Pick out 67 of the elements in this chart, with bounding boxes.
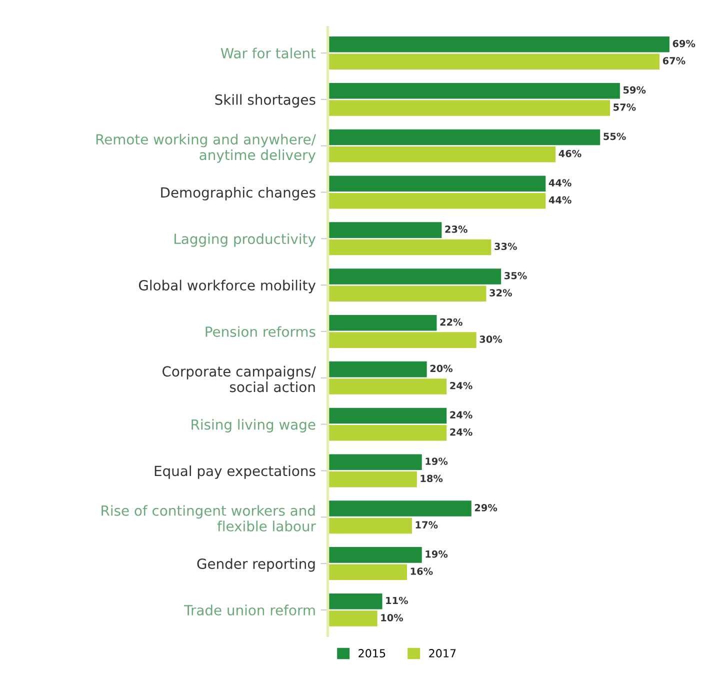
bar	[328, 361, 427, 378]
y-tick-label: Rising living wage	[192, 419, 316, 432]
data-label: 32%	[490, 289, 512, 296]
bar	[328, 129, 600, 146]
y-tick-label: Pension reforms	[206, 326, 316, 337]
data-label: 57%	[614, 103, 636, 111]
bar	[328, 408, 447, 424]
data-label: 69%	[672, 40, 696, 48]
bar	[328, 82, 620, 99]
y-tick-label: Demographic changes	[161, 186, 316, 200]
data-label: 11%	[386, 596, 408, 604]
data-label: 20%	[430, 364, 453, 372]
legend-label: 2017	[429, 649, 456, 658]
bar	[328, 176, 546, 192]
y-tick-label: Corporate campaigns/ social action	[162, 366, 316, 392]
y-tick-label: Rise of contingent workers and flexible labour	[102, 505, 316, 532]
data-label: 24%	[450, 382, 472, 390]
y-tick-label: Lagging productivity	[174, 233, 316, 247]
bar	[328, 146, 556, 162]
y-tick-label: Remote working and anywhere/ anytime delivery	[96, 134, 316, 163]
bar	[328, 222, 442, 238]
data-label: 24%	[450, 411, 472, 419]
data-label: 17%	[416, 521, 438, 529]
bar	[328, 610, 378, 626]
data-label: 22%	[440, 318, 462, 326]
bar	[328, 54, 660, 70]
y-tick-label: War for talent	[220, 48, 316, 58]
bar	[328, 332, 476, 348]
data-label: 23%	[445, 226, 468, 233]
y-tick-label: Trade union reform	[184, 604, 315, 616]
bar	[328, 593, 382, 610]
bar	[328, 454, 422, 470]
bar	[328, 192, 546, 209]
data-label: 10%	[381, 614, 404, 622]
data-label: 59%	[623, 86, 646, 94]
bar	[328, 286, 486, 302]
data-label: 44%	[548, 196, 572, 204]
data-label: 44%	[548, 179, 572, 186]
data-label: 19%	[426, 550, 448, 558]
data-label: 29%	[474, 504, 498, 512]
y-tick-label: Gender reporting	[197, 558, 315, 572]
data-label: 16%	[410, 568, 433, 575]
data-label: 55%	[604, 132, 626, 140]
data-label: 24%	[450, 428, 472, 436]
bar	[328, 424, 447, 441]
bar	[328, 268, 502, 284]
y-tick-label: Skill shortages	[215, 94, 316, 108]
data-label: 30%	[480, 336, 502, 343]
data-label: 46%	[558, 150, 582, 158]
bar	[328, 500, 472, 516]
bar	[328, 564, 408, 580]
data-label: 35%	[504, 272, 527, 280]
y-tick-label: Equal pay expectations	[154, 465, 316, 479]
data-label: 19%	[426, 458, 448, 465]
bar	[328, 315, 437, 331]
bar	[328, 100, 610, 116]
legend-label: 2015	[358, 649, 386, 658]
bar	[328, 239, 492, 256]
data-label: 67%	[662, 57, 686, 64]
bar	[328, 378, 447, 394]
y-tick-label: Global workforce mobility	[138, 280, 316, 294]
bar	[328, 547, 422, 563]
bar	[328, 518, 412, 534]
data-label: 33%	[494, 242, 517, 250]
data-label: 18%	[420, 474, 443, 482]
bar	[328, 471, 417, 488]
bar	[328, 36, 670, 52]
